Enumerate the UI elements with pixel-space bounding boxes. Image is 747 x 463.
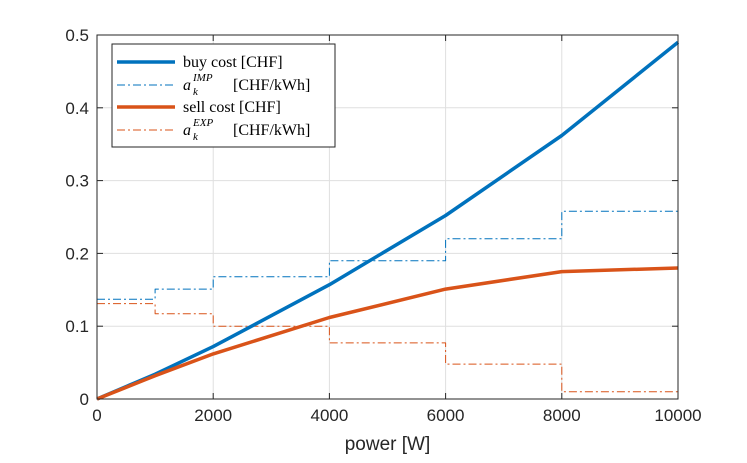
- y-tick-label: 0.1: [65, 317, 89, 336]
- legend-a-imp-unit: [CHF/kWh]: [233, 77, 310, 94]
- legend-label-buy-cost: buy cost [CHF]: [183, 54, 283, 71]
- x-tick-label: 2000: [194, 406, 232, 425]
- x-tick-label: 0: [92, 406, 101, 425]
- legend-a-exp-sub: k: [193, 131, 199, 143]
- series-line-sell-cost-chf: [96, 266, 679, 401]
- plot-frame: [96, 34, 679, 400]
- y-tick-label: 0.2: [65, 244, 89, 263]
- x-axis-label: power [W]: [345, 434, 431, 455]
- legend-a-imp-sup: IMP: [192, 72, 213, 84]
- legend-a-imp-sub: k: [193, 86, 199, 98]
- x-tick-label: 10000: [654, 406, 701, 425]
- legend-a-imp-base: a: [183, 77, 191, 94]
- y-tick-label: 0: [80, 390, 89, 409]
- legend-a-exp-base: a: [183, 122, 191, 139]
- x-tick-label: 4000: [310, 406, 348, 425]
- y-tick-label: 0.5: [65, 26, 89, 45]
- y-tick-label: 0.4: [65, 99, 89, 118]
- series-group: [96, 40, 680, 401]
- legend-a-exp-unit: [CHF/kWh]: [233, 122, 310, 139]
- legend-label-sell-cost: sell cost [CHF]: [183, 99, 281, 116]
- legend-label-a-exp: a: [183, 122, 191, 139]
- series-line-a-k-exp-chf-kwh: [97, 303, 678, 393]
- legend: buy cost [CHF] a IMP k [CHF/kWh] sell co…: [111, 43, 336, 148]
- y-tick-label: 0.3: [65, 172, 89, 191]
- legend-a-exp-sup: EXP: [192, 117, 213, 129]
- x-tick-label: 6000: [427, 406, 465, 425]
- x-tick-label: 8000: [543, 406, 581, 425]
- series-line-a-k-imp-chf-kwh: [97, 210, 678, 300]
- legend-label-a-imp: a: [183, 77, 191, 94]
- ticks: 0 2000 4000 6000 8000 10000 0 0.1 0.2 0.3 0.4 0.5: [65, 26, 701, 425]
